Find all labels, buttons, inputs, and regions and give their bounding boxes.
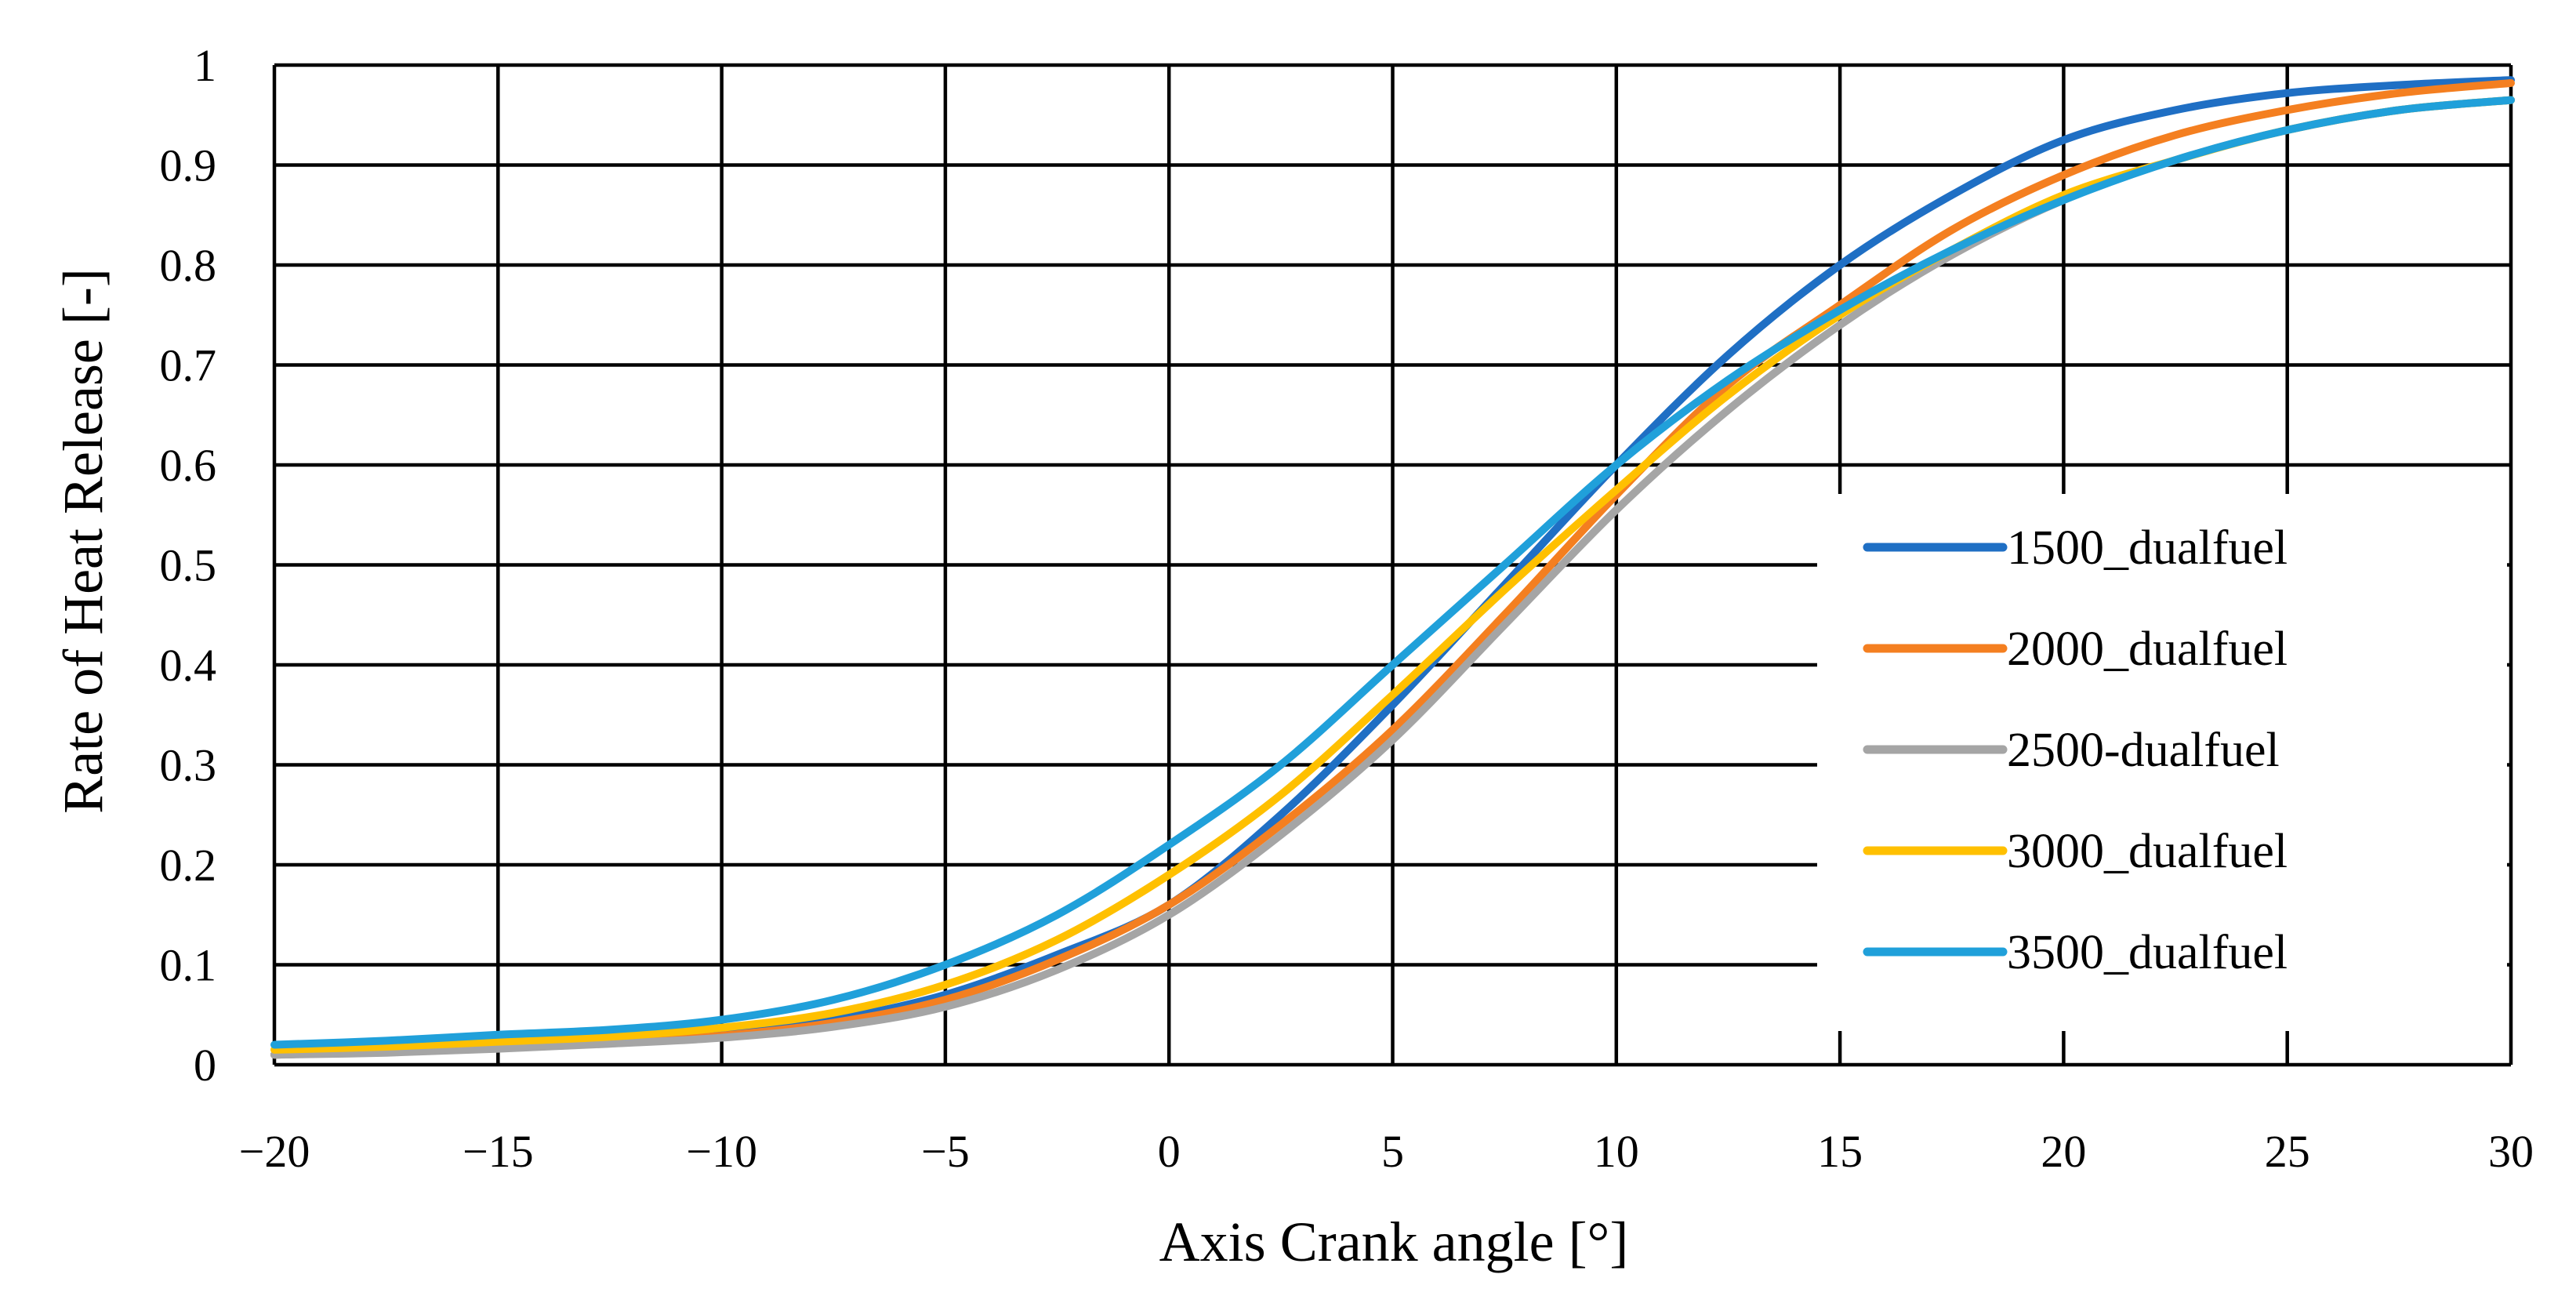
y-tick-label: 0.6: [160, 440, 217, 491]
y-tick-label: 0.7: [160, 340, 217, 391]
x-tick-label: 5: [1381, 1126, 1404, 1177]
series-line-3500_dualfuel: [270, 96, 2515, 1049]
x-tick-label: 15: [1817, 1126, 1863, 1177]
x-tick-label: 0: [1158, 1126, 1181, 1177]
legend-label: 2500-dualfuel: [2007, 724, 2280, 777]
y-tick-label: 0.3: [160, 740, 217, 791]
series-lines: [270, 76, 2515, 1059]
y-tick-label: 0: [194, 1040, 216, 1091]
y-tick-label: 0.9: [160, 140, 217, 191]
y-tick-label: 1: [194, 40, 216, 91]
x-tick-label: −20: [239, 1126, 310, 1177]
grid: [272, 63, 2513, 1067]
legend-box: [1817, 494, 2507, 1031]
x-tick-label: 20: [2041, 1126, 2086, 1177]
y-tick-labels: 0 0.1 0.2 0.3 0.4 0.5 0.6 0.7 0.8 0.9 1: [160, 40, 217, 1091]
x-tick-label: 10: [1594, 1126, 1639, 1177]
x-tick-label: −15: [463, 1126, 534, 1177]
legend-label: 2000_dualfuel: [2007, 623, 2288, 676]
x-axis-title: Axis Crank angle [°]: [1159, 1211, 1629, 1273]
x-tick-label: 25: [2265, 1126, 2310, 1177]
y-tick-label: 0.8: [160, 240, 217, 291]
legend-label: 3000_dualfuel: [2007, 825, 2288, 878]
x-tick-labels: −20 −15 −10 −5 0 5 10 15 20 25 30: [239, 1126, 2534, 1177]
legend: 1500_dualfuel 2000_dualfuel 2500-dualfuel 3…: [1817, 494, 2507, 1031]
y-axis-title: Rate of Heat Release [-]: [52, 268, 114, 814]
y-tick-label: 0.5: [160, 540, 217, 591]
y-tick-label: 0.4: [160, 640, 217, 691]
x-tick-label: −5: [921, 1126, 970, 1177]
y-tick-label: 0.1: [160, 940, 217, 991]
legend-label: 3500_dualfuel: [2007, 926, 2288, 979]
y-tick-label: 0.2: [160, 840, 217, 891]
legend-label: 1500_dualfuel: [2007, 521, 2288, 575]
x-tick-label: −10: [686, 1126, 757, 1177]
x-tick-label: 30: [2488, 1126, 2534, 1177]
